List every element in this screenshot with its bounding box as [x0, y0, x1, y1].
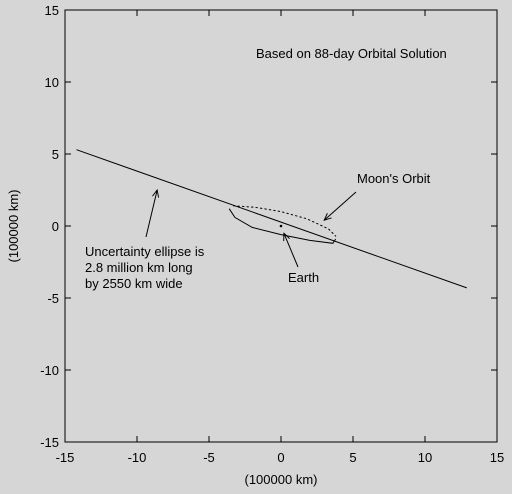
x-tick-label: 10 [418, 450, 432, 465]
y-tick-label: 5 [52, 147, 59, 162]
annotation-arrow-uncertainty [145, 190, 157, 238]
earth-ellipse-solid [228, 208, 337, 244]
annotation-uncertainty: Uncertainty ellipse is 2.8 million km lon… [85, 244, 205, 291]
y-tick-label: 10 [45, 75, 59, 90]
x-tick-label: 5 [349, 450, 356, 465]
x-tick-label: 0 [277, 450, 284, 465]
x-tick-label: -5 [203, 450, 215, 465]
x-tick-label: -10 [128, 450, 147, 465]
y-tick-label: 0 [52, 219, 59, 234]
uncertainty-line [76, 149, 467, 289]
y-tick-label: -15 [40, 435, 59, 450]
annotation-earth: Earth [288, 270, 319, 285]
y-tick-label: -10 [40, 363, 59, 378]
x-axis-label: (100000 km) [245, 472, 318, 487]
annotation-line: Earth [288, 270, 319, 285]
annotation-arrow-earth [284, 233, 299, 268]
y-tick-label: -5 [47, 291, 59, 306]
annotation-moon: Moon's Orbit [357, 171, 431, 186]
annotation-solution: Based on 88-day Orbital Solution [256, 46, 447, 61]
y-tick-label: 15 [45, 3, 59, 18]
x-tick-label: -15 [56, 450, 75, 465]
x-tick-label: 15 [490, 450, 504, 465]
y-axis-label: (100000 km) [6, 190, 21, 263]
annotation-line: 2.8 million km long [85, 260, 193, 275]
annotation-line: Uncertainty ellipse is [85, 244, 205, 259]
earth-point [279, 224, 283, 228]
annotation-line: Moon's Orbit [357, 171, 431, 186]
annotation-line: by 2550 km wide [85, 276, 183, 291]
moon-orbit-dotted [233, 205, 337, 237]
annotation-line: Based on 88-day Orbital Solution [256, 46, 447, 61]
annotation-arrow-moon [324, 191, 357, 220]
